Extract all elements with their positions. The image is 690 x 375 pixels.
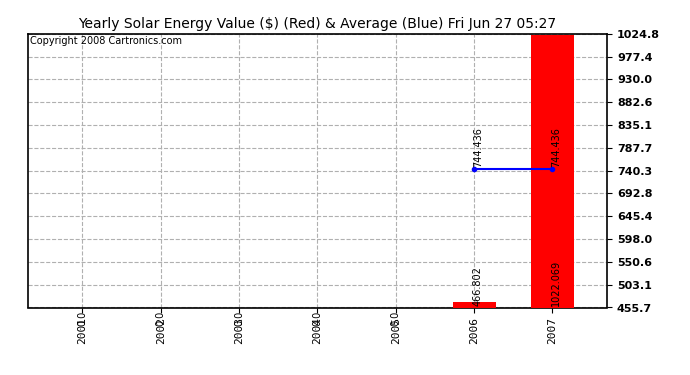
Text: 0.0: 0.0: [234, 310, 244, 326]
Text: 0.0: 0.0: [156, 310, 166, 326]
Bar: [453, 302, 495, 307]
Bar: [531, 35, 574, 308]
Text: 466.802: 466.802: [473, 266, 483, 306]
Title: Yearly Solar Energy Value ($) (Red) & Average (Blue) Fri Jun 27 05:27: Yearly Solar Energy Value ($) (Red) & Av…: [79, 17, 556, 31]
Text: 1022.069: 1022.069: [551, 260, 561, 306]
Text: Copyright 2008 Cartronics.com: Copyright 2008 Cartronics.com: [30, 36, 182, 46]
Text: 744.436: 744.436: [473, 127, 483, 166]
Text: 0.0: 0.0: [77, 310, 88, 326]
Text: 0.0: 0.0: [391, 310, 401, 326]
Text: 744.436: 744.436: [551, 127, 561, 166]
Text: 0.0: 0.0: [313, 310, 322, 326]
